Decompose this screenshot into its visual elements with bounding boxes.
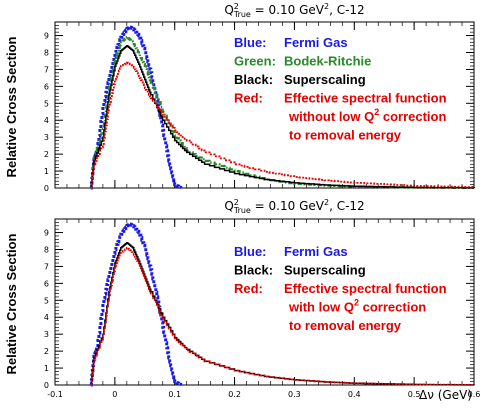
y-tick-label: 3 — [44, 133, 49, 142]
y-tick-label: 1 — [44, 364, 49, 373]
legend-key: Red: — [234, 281, 263, 296]
series-line-fermi-gas — [89, 25, 183, 190]
x-tick-label: 0.5 — [408, 390, 421, 399]
x-tick-label: 0.2 — [228, 390, 241, 399]
legend-key: Blue: — [234, 244, 267, 259]
chart-title: Q2 True = 0.10 GeV2, C-12 — [224, 2, 364, 19]
series-line-superscaling — [90, 44, 475, 189]
x-tick-label: -0.1 — [47, 390, 63, 399]
legend-entry-text: Bodek-Ritchie — [284, 54, 371, 69]
series-line-effective-spectral-function — [90, 61, 475, 189]
legend-key: Red: — [234, 91, 263, 106]
legend-entry-text: Fermi Gas — [284, 244, 348, 259]
legend-entry-text: to removal energy — [289, 318, 402, 333]
x-tick-label: 0.6 — [468, 390, 481, 399]
y-tick-label: 3 — [44, 330, 49, 339]
x-tick-label: 0.1 — [168, 390, 181, 399]
y-tick-label: 6 — [44, 82, 49, 91]
legend-entry-text: Effective spectral function — [284, 91, 447, 106]
legend-entry-text: without low Q2 correction — [288, 107, 446, 124]
y-tick-label: 1 — [44, 167, 49, 176]
y-tick-label: 8 — [44, 245, 49, 254]
legend-entry-text: Effective spectral function — [284, 281, 447, 296]
legend-key: Black: — [234, 72, 273, 87]
y-tick-label: 4 — [44, 313, 49, 322]
chart-panel-2: Q2 True = 0.10 GeV2, C-12 Relative Cross S… — [4, 198, 480, 402]
y-axis-label: Relative Cross Section — [4, 37, 19, 178]
y-tick-label: 9 — [44, 229, 49, 238]
y-tick-label: 0 — [44, 184, 49, 193]
y-tick-label: 5 — [44, 99, 49, 108]
chart-title: Q2 True = 0.10 GeV2, C-12 — [224, 198, 364, 215]
y-tick-label: 5 — [44, 296, 49, 305]
legend-key: Blue: — [234, 35, 267, 50]
y-axis-label: Relative Cross Section — [4, 234, 19, 375]
series-line-fermi-gas — [89, 222, 183, 387]
y-tick-label: 9 — [44, 32, 49, 41]
legend-entry-text: Superscaling — [284, 72, 366, 87]
legend-entry-text: Superscaling — [284, 263, 366, 278]
plot-frame — [54, 218, 475, 386]
y-tick-label: 4 — [44, 116, 49, 125]
series-line-effective-spectral-function — [90, 246, 475, 386]
y-tick-label: 8 — [44, 48, 49, 57]
plot-frame — [54, 21, 475, 189]
legend-entry-text: with low Q2 correction — [288, 298, 426, 315]
chart-panel-1: Q2 True = 0.10 GeV2, C-12 Relative Cross S… — [4, 2, 476, 193]
legend-entry-text: to removal energy — [289, 128, 402, 143]
x-axis-label: Δν (GeV) — [419, 388, 472, 402]
x-tick-label: 0.3 — [288, 390, 301, 399]
y-tick-label: 0 — [44, 381, 49, 390]
x-tick-label: 0.4 — [348, 390, 361, 399]
legend-key: Green: — [234, 54, 276, 69]
y-tick-label: 7 — [44, 65, 49, 74]
y-tick-label: 2 — [44, 150, 49, 159]
legend-entry-text: Fermi Gas — [284, 35, 348, 50]
y-tick-label: 7 — [44, 262, 49, 271]
x-tick-label: 0 — [112, 390, 117, 399]
y-tick-label: 2 — [44, 347, 49, 356]
y-tick-label: 6 — [44, 279, 49, 288]
legend-key: Black: — [234, 263, 273, 278]
